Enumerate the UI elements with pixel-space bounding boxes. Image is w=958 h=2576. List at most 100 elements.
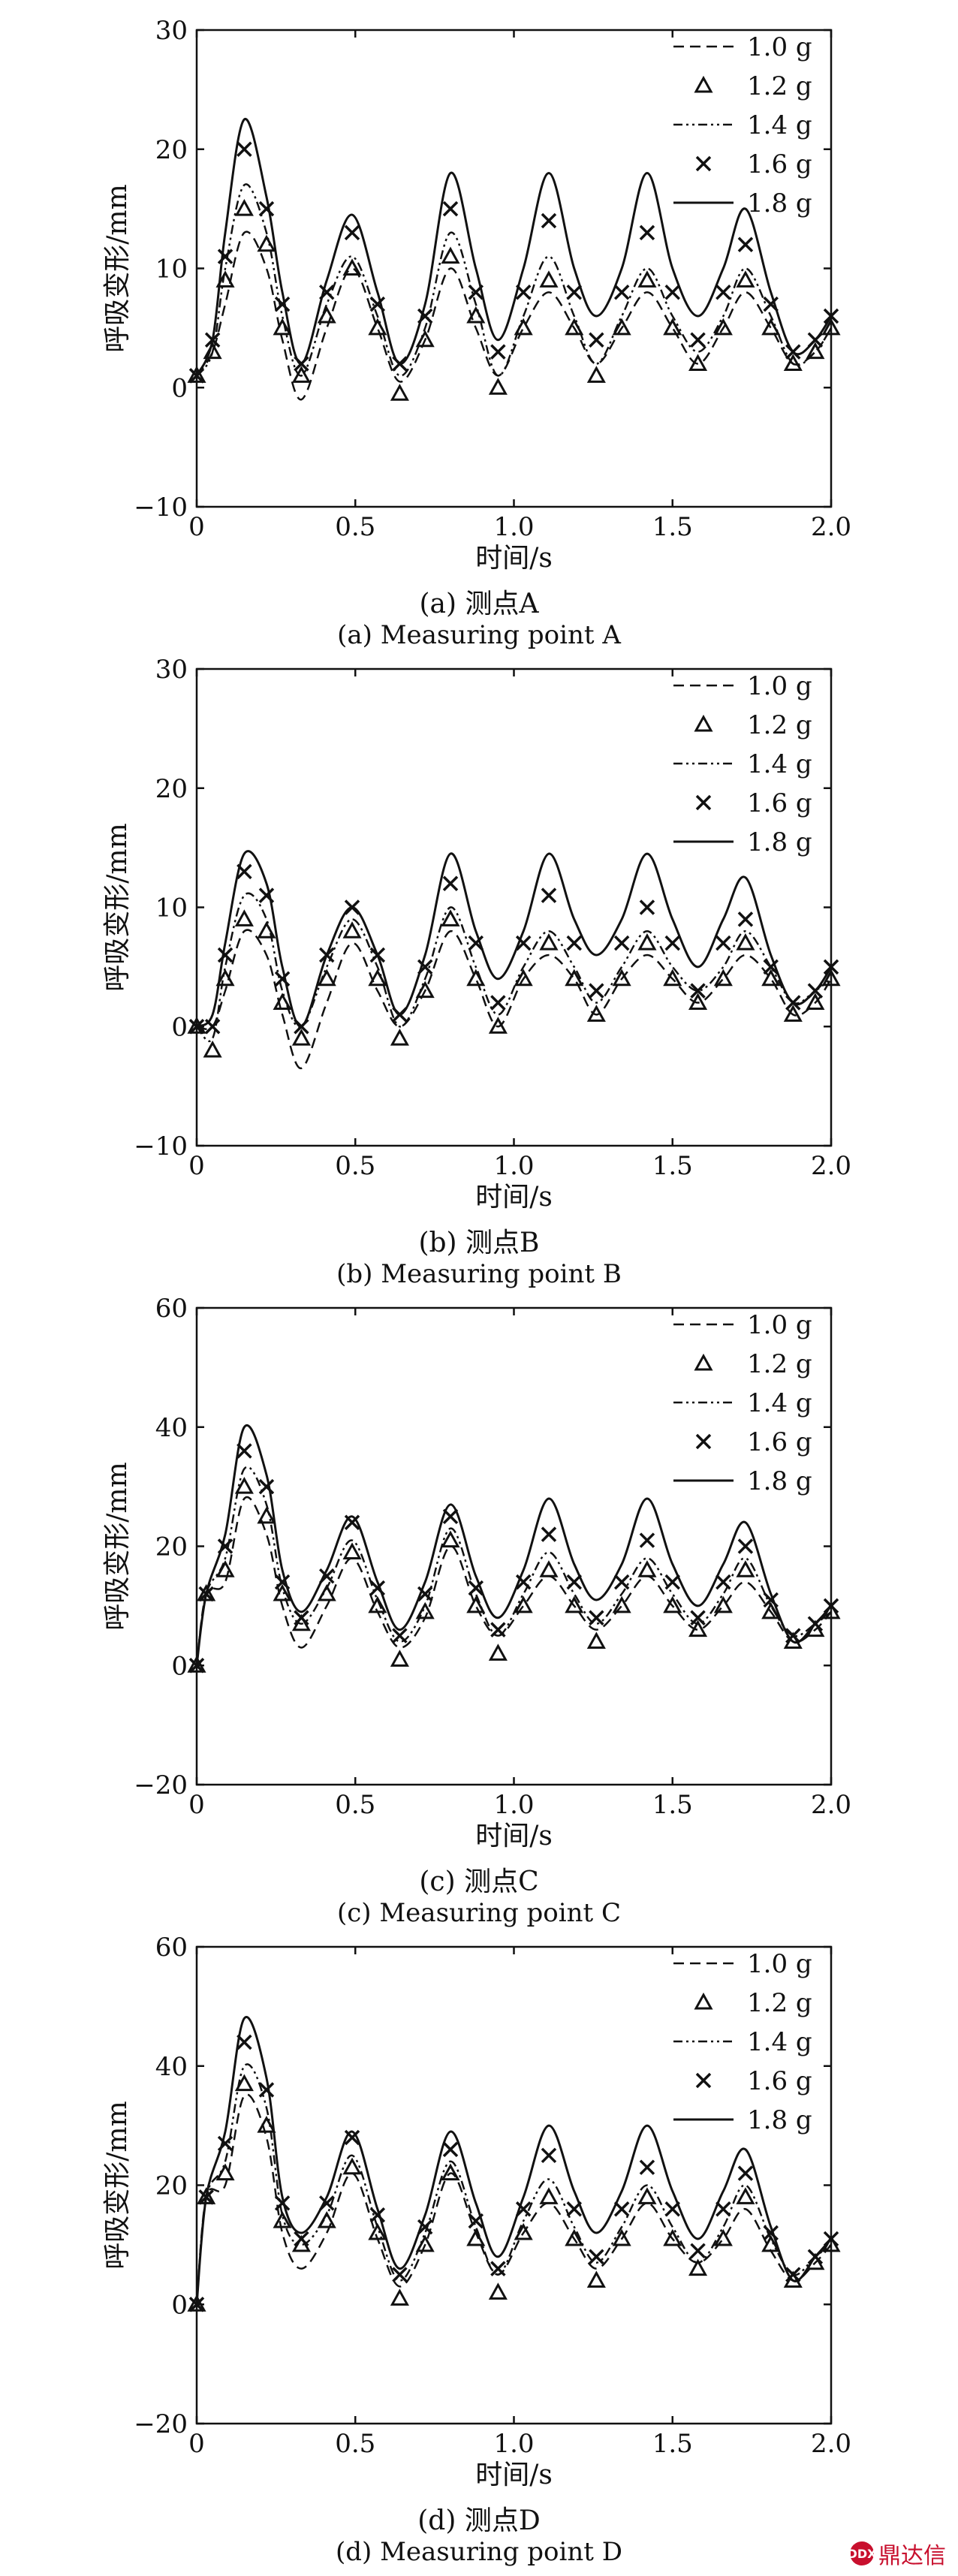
series-line: [195, 230, 833, 401]
data-point-cross: [442, 2141, 459, 2158]
x-axis-label: 时间/s: [475, 1182, 553, 1213]
series-line: [196, 850, 833, 1028]
legend-label: 1.4 g: [747, 2027, 812, 2057]
data-point-triangle: [342, 1542, 362, 1559]
data-point-cross: [589, 1610, 604, 1625]
data-point-cross: [490, 1622, 506, 1637]
x-tick-label: 1.5: [652, 1790, 693, 1820]
series-1-0-g: [195, 2093, 832, 2305]
data-point-triangle: [688, 354, 708, 371]
legend-entry: 1.0 g: [673, 1310, 812, 1340]
series-line: [195, 1496, 832, 1666]
data-point-triangle: [736, 270, 755, 288]
data-point-cross: [613, 285, 630, 300]
x-tick-label: 0.5: [335, 1151, 375, 1181]
data-point-triangle: [488, 1644, 508, 1661]
data-point-cross: [294, 1610, 309, 1625]
data-point-cross: [566, 935, 583, 951]
y-axis-label: 呼吸变形/mm: [102, 823, 133, 991]
data-point-triangle: [197, 1583, 216, 1601]
y-tick-label: −20: [134, 2409, 188, 2439]
data-point-triangle: [514, 2222, 533, 2240]
caption-cn-b: (b) 测点B: [418, 1228, 540, 1258]
series-1-6-g: [188, 2034, 839, 2312]
y-axis-label: 呼吸变形/mm: [102, 2101, 133, 2269]
legend-marker-cross: [695, 1433, 712, 1450]
legend-label: 1.4 g: [747, 1388, 812, 1418]
data-point-cross: [690, 332, 706, 348]
data-point-triangle: [713, 318, 733, 336]
data-point-triangle: [291, 1029, 311, 1046]
data-point-triangle: [514, 1595, 533, 1613]
legend-label: 1.8 g: [747, 1466, 812, 1496]
legend-marker-cross: [695, 794, 712, 811]
data-point-cross: [417, 1586, 433, 1602]
data-point-triangle: [203, 1040, 222, 1058]
data-point-triangle: [488, 1017, 508, 1034]
y-tick-label: 60: [155, 1933, 188, 1963]
y-tick-label: −10: [134, 493, 188, 523]
y-tick-label: 10: [155, 255, 188, 285]
data-point-triangle: [821, 318, 841, 336]
data-point-cross: [344, 224, 360, 241]
data-point-cross: [566, 285, 583, 300]
data-point-triangle: [187, 1656, 206, 1673]
data-point-triangle: [539, 1560, 559, 1577]
series-line: [195, 2063, 832, 2305]
legend-marker-cross: [695, 155, 712, 172]
data-point-triangle: [368, 1595, 387, 1613]
y-tick-label: −20: [134, 1770, 188, 1800]
data-point-triangle: [415, 330, 435, 348]
data-point-cross: [589, 332, 604, 348]
data-point-triangle: [586, 366, 606, 383]
y-tick-label: 0: [171, 2290, 188, 2320]
legend-label: 1.2 g: [747, 1349, 812, 1379]
data-point-triangle: [539, 270, 559, 288]
data-point-triangle: [637, 270, 657, 288]
plot-frame: [195, 29, 833, 508]
series-1-0-g: [195, 230, 833, 401]
y-tick-label: 60: [155, 1294, 188, 1324]
plot-frame: [195, 1945, 833, 2425]
legend-entry: 1.6 g: [695, 1427, 812, 1457]
data-point-triangle: [234, 909, 254, 926]
data-point-cross: [369, 2207, 386, 2223]
x-axis-label: 时间/s: [475, 1821, 553, 1851]
data-point-cross: [541, 2147, 557, 2164]
legend-marker-triangle: [694, 1992, 713, 2010]
data-point-cross: [613, 1574, 630, 1590]
caption-en-a: (a) Measuring point A: [337, 620, 621, 650]
y-tick-label: 40: [155, 2052, 188, 2082]
data-point-cross: [690, 1610, 706, 1625]
data-point-cross: [715, 2201, 731, 2217]
legend-entry: 1.4 g: [673, 749, 812, 779]
data-point-triangle: [612, 318, 631, 336]
data-point-triangle: [713, 1595, 733, 1613]
data-point-cross: [613, 935, 630, 951]
legend-label: 1.2 g: [747, 710, 812, 740]
data-point-cross: [737, 1538, 754, 1554]
data-point-cross: [639, 224, 655, 241]
y-tick-label: 30: [155, 655, 188, 685]
x-tick-label: 2.0: [811, 2429, 851, 2459]
legend-entry: 1.0 g: [673, 1949, 812, 1979]
legend-label: 1.4 g: [747, 110, 812, 140]
series-1-2-g: [187, 909, 841, 1058]
y-tick-label: 0: [171, 1651, 188, 1681]
watermark: DDX 鼎达信: [848, 2537, 946, 2570]
watermark-text: 鼎达信: [878, 2543, 946, 2569]
data-point-cross: [442, 875, 459, 891]
data-point-triangle: [637, 1560, 657, 1577]
legend-label: 1.8 g: [747, 188, 812, 218]
plot-frame: [195, 667, 833, 1147]
y-tick-label: −10: [134, 1131, 188, 1161]
data-point-cross: [236, 141, 252, 157]
data-point-triangle: [736, 1560, 755, 1577]
data-point-triangle: [342, 2157, 362, 2175]
data-point-cross: [566, 1574, 583, 1590]
data-point-triangle: [806, 342, 825, 360]
legend-entry: 1.8 g: [673, 827, 812, 857]
data-point-cross: [490, 344, 506, 360]
series-1-4-g: [195, 183, 833, 377]
